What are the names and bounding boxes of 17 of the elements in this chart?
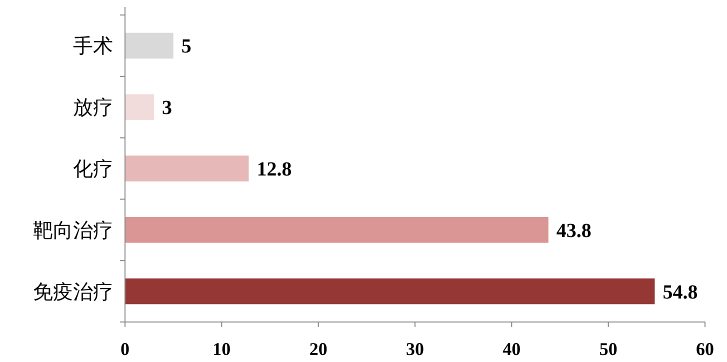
x-tick-label: 20	[309, 339, 328, 359]
data-label: 5	[181, 36, 192, 58]
y-tick-label: 手术	[73, 36, 113, 58]
y-tick-label: 靶向治疗	[33, 220, 113, 242]
x-tick-label: 0	[120, 339, 130, 359]
x-tick-label: 60	[696, 339, 714, 359]
data-label: 12.8	[256, 158, 292, 180]
x-tick-label: 30	[406, 339, 424, 359]
data-label: 54.8	[662, 281, 698, 304]
y-tick-label: 免疫治疗	[33, 281, 113, 304]
x-tick-label: 40	[502, 339, 521, 359]
data-label: 43.8	[556, 220, 592, 242]
y-tick-label: 放疗	[73, 97, 113, 120]
data-label: 3	[162, 97, 172, 120]
y-tick-label: 化疗	[73, 158, 113, 180]
x-tick-label: 50	[599, 339, 618, 359]
x-tick-label: 10	[212, 339, 231, 359]
